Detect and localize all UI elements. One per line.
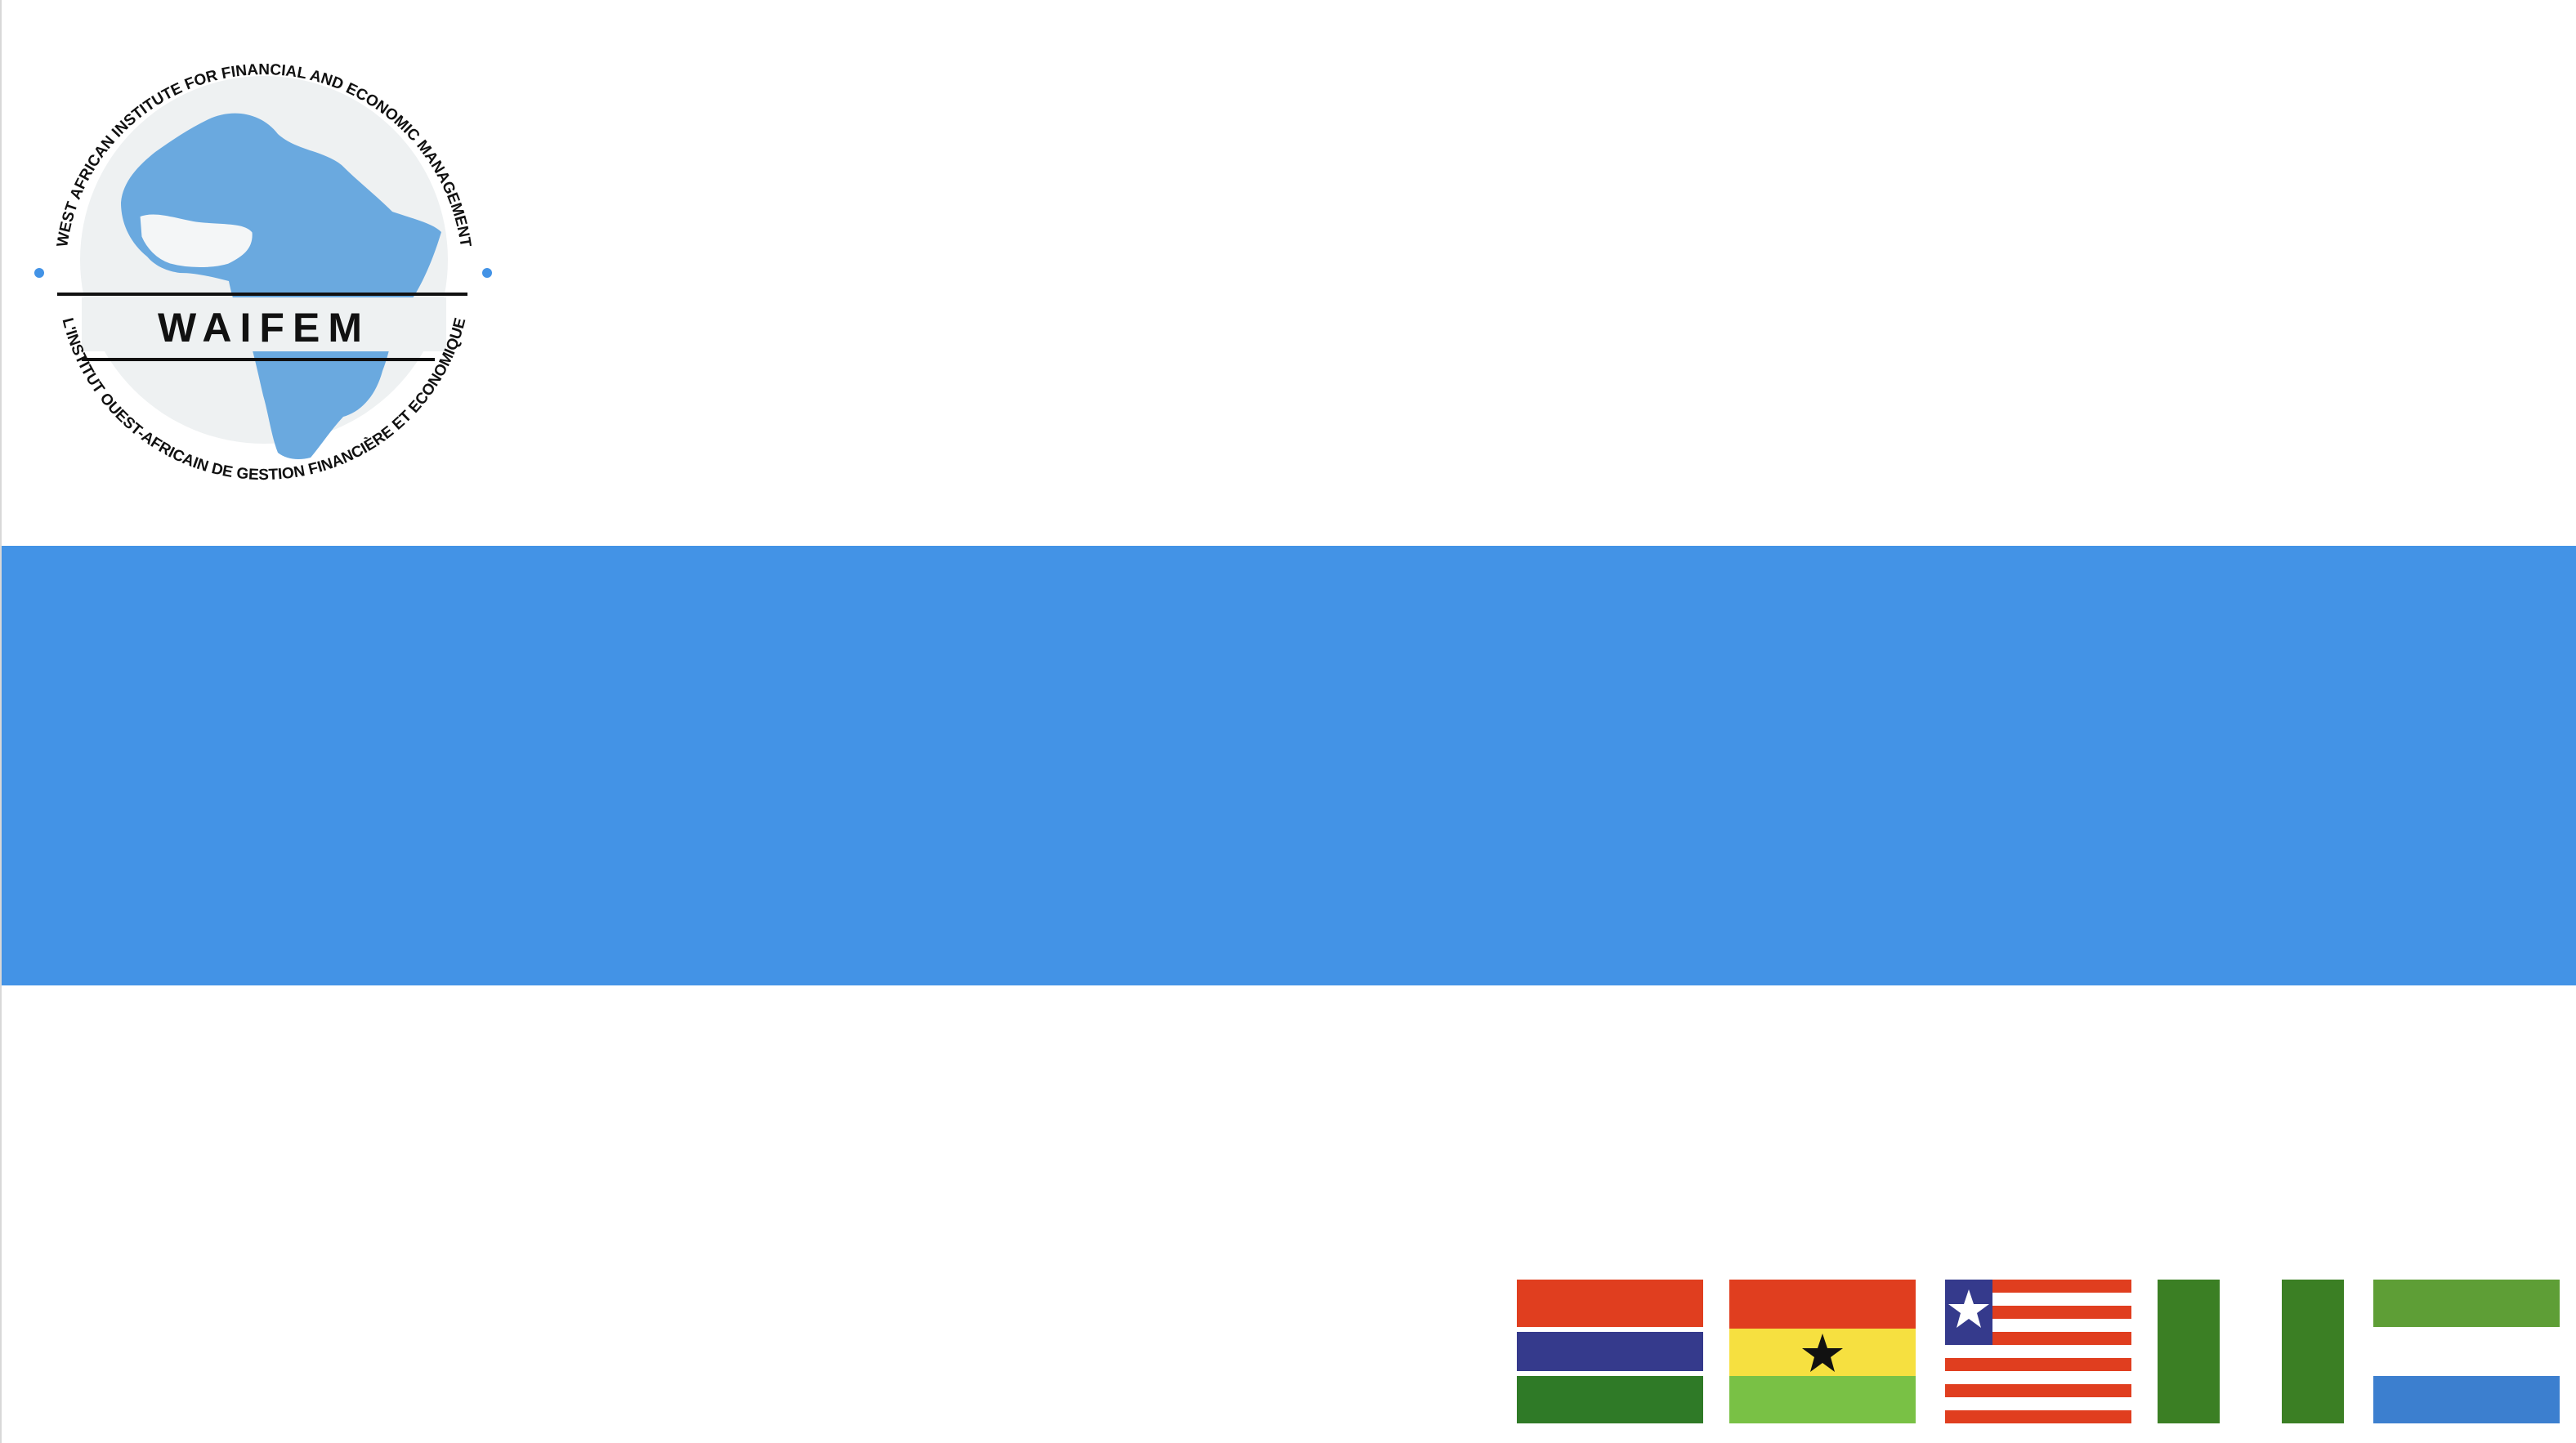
nigeria-flag-icon (2158, 1280, 2344, 1423)
waifem-logo: WAIFEM WEST AFRICAN INSTITUTE FOR FINANC… (33, 28, 495, 485)
logo-wordmark: WAIFEM (158, 305, 370, 351)
africa-map-icon (121, 113, 441, 459)
slide-title (100, 546, 2478, 985)
slide-left-border (0, 0, 2, 1443)
member-flags-row (1517, 1280, 2560, 1423)
title-band (2, 546, 2576, 985)
sierra-leone-flag-icon (2373, 1280, 2560, 1423)
liberia-flag-icon (1945, 1280, 2131, 1423)
ghana-flag-icon (1729, 1280, 1916, 1423)
gambia-flag-icon (1517, 1280, 1703, 1423)
